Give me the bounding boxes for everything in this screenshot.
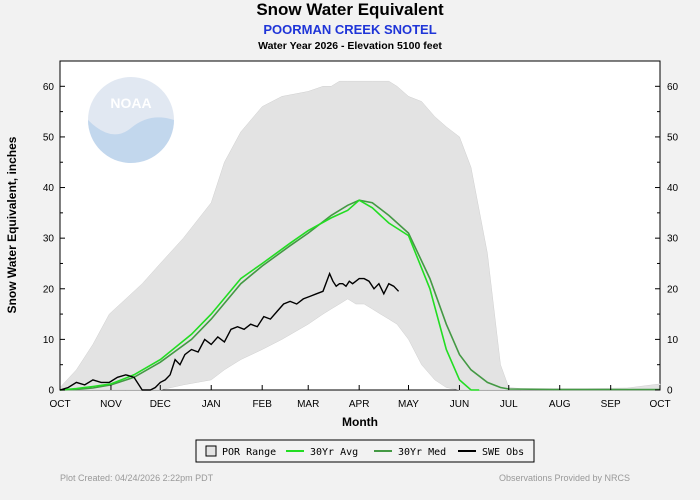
y-tick-label-right: 30 (667, 234, 679, 245)
chart-title: Snow Water Equivalent (256, 0, 444, 19)
y-tick-label-right: 10 (667, 335, 679, 346)
y-axis-label: Snow Water Equivalent, inches (5, 136, 19, 313)
y-tick-label-right: 40 (667, 183, 679, 194)
x-tick-label-sep: SEP (601, 399, 621, 410)
x-tick-label-jul: JUL (500, 399, 518, 410)
noaa-logo-text: NOAA (110, 95, 151, 111)
legend-label-obs: SWE Obs (482, 447, 524, 458)
swe-obs-line (59, 271, 400, 391)
y-tick-label-right: 0 (667, 386, 673, 397)
median-30yr-line (59, 199, 660, 391)
y-tick-label-left: 20 (43, 284, 55, 295)
avg-30yr-line (59, 199, 480, 391)
x-tick-label-aug: AUG (549, 399, 571, 410)
observations-credit: Observations Provided by NRCS (498, 473, 630, 483)
x-tick-label-oct: OCT (649, 399, 670, 410)
x-tick-label-may: MAY (398, 399, 419, 410)
y-tick-label-right: 60 (667, 82, 679, 93)
x-tick-label-jan: JAN (202, 399, 221, 410)
plot-created-note: Plot Created: 04/24/2026 2:22pm PDT (60, 473, 214, 483)
y-tick-label-left: 30 (43, 234, 55, 245)
x-tick-label-feb: FEB (252, 399, 272, 410)
x-tick-label-jun: JUN (450, 399, 469, 410)
legend-label-por: POR Range (222, 447, 276, 458)
legend-label-avg: 30Yr Avg (310, 447, 358, 458)
y-tick-label-left: 10 (43, 335, 55, 346)
y-tick-label-left: 40 (43, 183, 55, 194)
y-tick-label-left: 0 (48, 386, 54, 397)
legend: POR Range 30Yr Avg 30Yr Med SWE Obs (195, 439, 535, 463)
chart-subtitle: Water Year 2026 - Elevation 5100 feet (258, 40, 442, 52)
y-tick-label-right: 20 (667, 284, 679, 295)
noaa-logo: NOAA (88, 77, 174, 163)
x-tick-label-mar: MAR (297, 399, 319, 410)
legend-swatch-por (205, 445, 217, 457)
x-axis-label: Month (342, 415, 378, 429)
x-tick-label-oct: OCT (49, 399, 70, 410)
x-tick-label-nov: NOV (100, 399, 122, 410)
y-tick-label-right: 50 (667, 132, 679, 143)
x-tick-label-dec: DEC (150, 399, 171, 410)
station-name: POORMAN CREEK SNOTEL (263, 22, 437, 37)
y-tick-label-left: 60 (43, 82, 55, 93)
y-tick-label-left: 50 (43, 132, 55, 143)
legend-label-med: 30Yr Med (398, 447, 446, 458)
x-tick-label-apr: APR (349, 399, 370, 410)
